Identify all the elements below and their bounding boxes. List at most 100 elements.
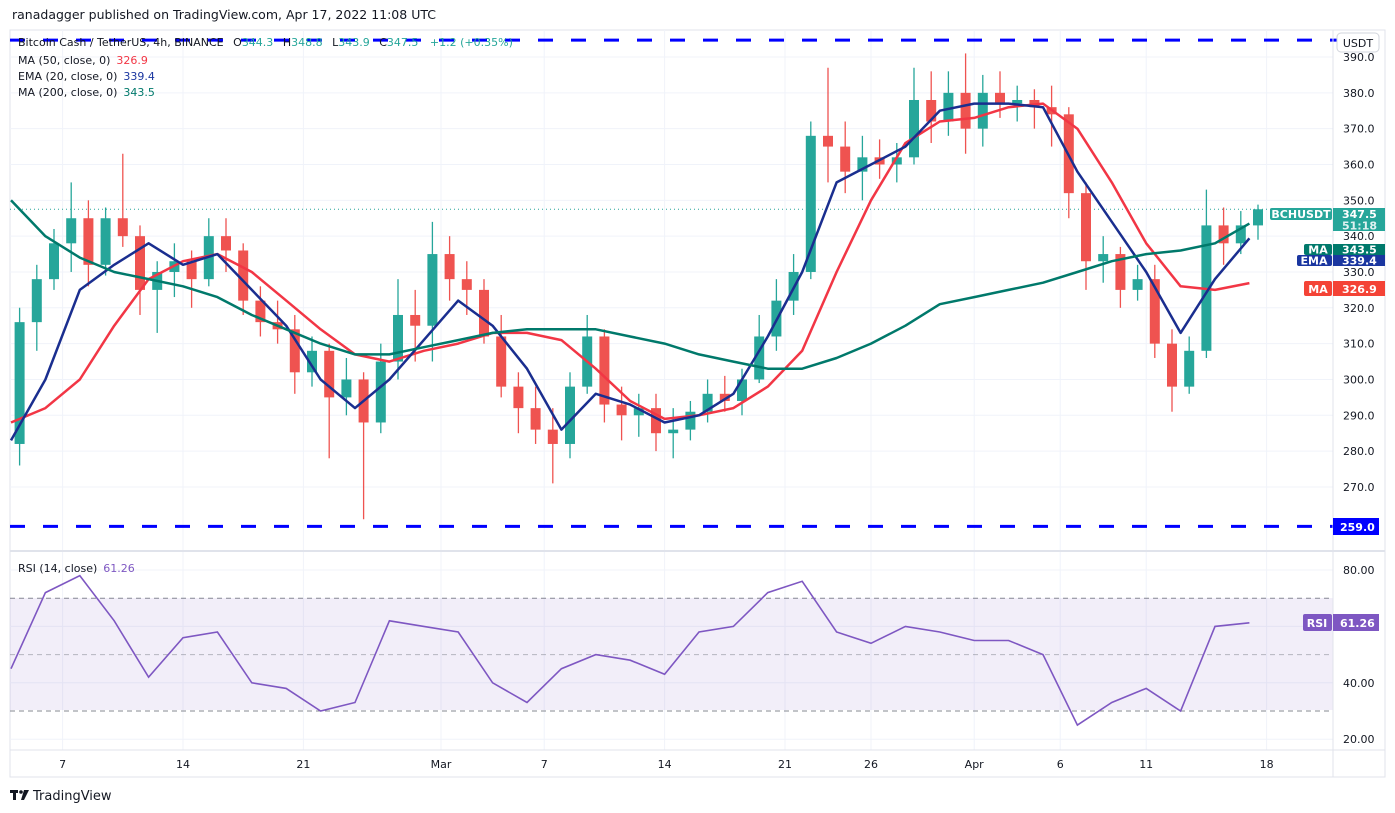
price-axis[interactable]: 270.0 280.0 290.0 300.0 310.0 320.0 330.0 340.0…	[1343, 51, 1375, 746]
candles	[14, 53, 1263, 520]
candle-body	[444, 254, 455, 280]
candle-body	[891, 157, 902, 165]
candle-body	[995, 92, 1005, 104]
candle-body	[547, 429, 558, 444]
legend-ema20[interactable]: EMA (20, close, 0) 339.4	[18, 70, 155, 83]
currency-label: USDT	[1343, 37, 1374, 50]
price-tick-label: 380.0	[1343, 87, 1375, 100]
svg-text:EMA: EMA	[1301, 255, 1328, 268]
legend-rsi[interactable]: RSI (14, close) 61.26	[18, 562, 135, 575]
candle-body	[1149, 279, 1160, 344]
candle-body	[1184, 350, 1195, 387]
time-tick-label: 18	[1260, 758, 1274, 771]
published-header: ranadagger published on TradingView.com,…	[12, 7, 436, 22]
candle-body	[960, 92, 971, 129]
candle-body	[719, 393, 730, 401]
candle-body	[1081, 193, 1091, 262]
candle-body	[565, 386, 575, 444]
candle-body	[668, 429, 679, 434]
ema20-price-label: EMA 339.4	[1297, 255, 1385, 268]
candle-body	[49, 243, 59, 280]
candle-body	[633, 408, 644, 416]
candle-body	[857, 157, 868, 172]
candle-body	[926, 99, 937, 122]
svg-text:MA: MA	[1308, 244, 1328, 257]
time-tick-label: Mar	[431, 758, 452, 771]
candle-body	[479, 289, 489, 337]
tradingview-logo-icon	[10, 790, 29, 800]
time-tick-label: 26	[864, 758, 878, 771]
candle-body	[117, 218, 128, 237]
candle-body	[375, 361, 386, 423]
candle-body	[530, 408, 541, 430]
tradingview-logo[interactable]: TradingView	[10, 789, 112, 804]
rsi-tick-label: 40.00	[1343, 677, 1375, 690]
candle-body	[1012, 99, 1023, 104]
ma200-line	[10, 199, 1251, 370]
candle-body	[238, 250, 249, 301]
svg-text:326.9: 326.9	[1342, 283, 1377, 296]
candle-body	[461, 279, 472, 290]
candle-body	[513, 386, 524, 409]
legend-symbol: Bitcoin Cash / TetherUS, 4h, BINANCE	[18, 36, 224, 49]
price-tick-label: 330.0	[1343, 266, 1375, 279]
last-price-label: BCHUSDT 347.5 51:18	[1270, 208, 1385, 233]
candle-body	[393, 314, 403, 362]
candle-body	[1253, 209, 1263, 226]
candle-body	[616, 404, 627, 416]
candle-body	[427, 254, 438, 326]
svg-text:343.5: 343.5	[1342, 244, 1377, 257]
candle-body	[255, 300, 266, 323]
candle-body	[599, 336, 610, 405]
candle-body	[14, 322, 25, 444]
rsi-tick-label: 20.00	[1343, 733, 1375, 746]
candle-body	[1115, 254, 1126, 290]
candle-body	[66, 218, 77, 244]
time-axis[interactable]: 7 14 21 Mar 7 14 21 26 Apr 6 11 18	[59, 758, 1274, 771]
rsi-band	[10, 598, 1333, 710]
candle-body	[186, 261, 197, 280]
time-tick-label: 14	[658, 758, 672, 771]
candle-body	[324, 350, 335, 398]
candle-body	[307, 350, 317, 373]
candle-body	[341, 379, 352, 398]
ma50-price-label: MA 326.9	[1304, 281, 1385, 296]
candle-body	[651, 408, 661, 434]
candle-body	[496, 336, 507, 387]
time-tick-label: 21	[778, 758, 792, 771]
countdown: 51:18	[1342, 220, 1377, 233]
price-tick-label: 350.0	[1343, 194, 1375, 207]
time-tick-label: 6	[1057, 758, 1064, 771]
candle-body	[840, 146, 851, 172]
chart-frame	[9, 29, 1386, 778]
ema20-line	[9, 102, 1251, 442]
ma200-price-label: MA 343.5	[1304, 244, 1385, 257]
time-tick-label: 7	[59, 758, 66, 771]
price-tick-label: 290.0	[1343, 409, 1375, 422]
candle-body	[805, 135, 816, 272]
candle-body	[83, 218, 94, 265]
legend-ma50[interactable]: MA (50, close, 0) 326.9	[18, 54, 148, 67]
price-tick-label: 360.0	[1343, 158, 1375, 171]
currency-button[interactable]	[1336, 32, 1380, 53]
svg-text:61.26: 61.26	[1340, 617, 1375, 630]
time-tick-label: 21	[296, 758, 310, 771]
candle-body	[221, 236, 231, 251]
price-tick-label: 320.0	[1343, 302, 1375, 315]
svg-text:MA: MA	[1308, 283, 1328, 296]
candle-body	[754, 336, 765, 380]
symbol-tag: BCHUSDT	[1271, 208, 1331, 221]
candle-body	[737, 379, 747, 401]
rsi-polyline	[10, 574, 1250, 727]
price-tick-label: 270.0	[1343, 481, 1375, 494]
svg-text:339.4: 339.4	[1342, 255, 1377, 268]
price-tick-label: 310.0	[1343, 338, 1375, 351]
rsi-line	[10, 574, 1250, 727]
legend-ma200[interactable]: MA (200, close, 0) 343.5	[18, 86, 155, 99]
price-tick-label: 300.0	[1343, 373, 1375, 386]
candle-body	[1218, 225, 1229, 244]
candle-body	[823, 135, 833, 147]
candle-body	[410, 314, 421, 326]
price-tick-label: 280.0	[1343, 445, 1375, 458]
